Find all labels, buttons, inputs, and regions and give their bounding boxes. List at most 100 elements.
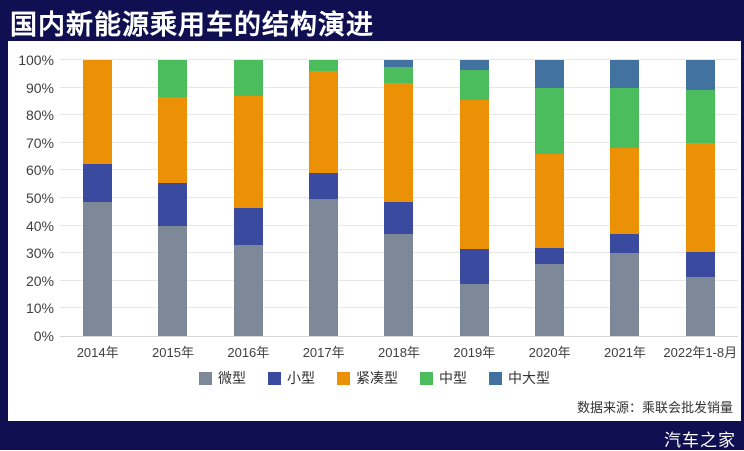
legend-label: 紧凑型 xyxy=(356,370,398,386)
bar-segment-小型 xyxy=(233,207,263,245)
bar-slot xyxy=(135,60,210,336)
y-axis: 0% 10% 20% 30% 40% 50% 60% 70% 80% 90% 100% xyxy=(8,41,54,421)
bar-segment-中型 xyxy=(309,60,339,72)
bar-segment-微型 xyxy=(459,283,489,336)
watermark: 汽车之家 xyxy=(664,431,736,450)
x-tick-label: 2019年 xyxy=(453,345,496,360)
legend-swatch xyxy=(489,371,502,385)
x-tick-label: 2018年 xyxy=(378,345,420,360)
bar-slot xyxy=(60,60,135,336)
page-title: 国内新能源乘用车的结构演进 xyxy=(10,10,374,40)
stacked-bar-2014年 xyxy=(83,60,113,336)
bar-segment-中型 xyxy=(158,60,188,98)
stacked-bar-2019年 xyxy=(459,60,489,336)
x-tick-label: 2015年 xyxy=(152,345,194,360)
bar-segment-紧凑型 xyxy=(535,153,565,248)
y-tick-label: 100% xyxy=(18,52,54,68)
stacked-bar-2015年 xyxy=(158,60,188,336)
bar-segment-紧凑型 xyxy=(459,100,489,250)
bar-segment-小型 xyxy=(535,247,565,265)
legend: 微型 小型 紧凑型 中型 中大型 xyxy=(8,368,741,388)
bar-slot xyxy=(437,60,512,336)
bar-slot xyxy=(663,60,738,336)
legend-label: 微型 xyxy=(218,370,246,386)
bar-segment-中型 xyxy=(384,66,414,84)
y-tick-label: 70% xyxy=(25,134,54,151)
bar-segment-微型 xyxy=(384,233,414,336)
plot-area xyxy=(60,59,738,337)
legend-item-微型: 微型 xyxy=(199,368,246,388)
legend-swatch xyxy=(420,371,433,385)
stacked-bar-2017年 xyxy=(309,60,339,336)
bar-segment-紧凑型 xyxy=(158,97,188,183)
bar-segment-小型 xyxy=(610,233,640,254)
x-tick-label: 2017年 xyxy=(302,345,345,360)
legend-swatch xyxy=(337,371,350,385)
bar-segment-微型 xyxy=(309,199,339,336)
bar-segment-紧凑型 xyxy=(685,142,715,252)
bar-slot xyxy=(286,60,361,336)
bar-segment-中大型 xyxy=(685,60,715,91)
legend-item-中大型: 中大型 xyxy=(489,368,550,388)
x-tick-label: 2021年 xyxy=(604,345,646,360)
bar-segment-中大型 xyxy=(384,60,414,67)
bar-segment-紧凑型 xyxy=(233,95,263,208)
bar-slot xyxy=(361,60,436,336)
stacked-bar-2021年 xyxy=(610,60,640,336)
bar-segment-小型 xyxy=(158,182,188,226)
source-note: 数据来源：乘联会批发销量 xyxy=(576,400,733,415)
bar-segment-小型 xyxy=(459,249,489,284)
bar-segment-紧凑型 xyxy=(309,71,339,174)
legend-swatch xyxy=(199,371,212,385)
x-axis: 2014年 2015年 2016年 2017年 2018年 2019年 2020年 2021年… xyxy=(60,342,738,361)
stacked-bar-2018年 xyxy=(384,60,414,336)
x-tick-label: 2020年 xyxy=(528,345,571,360)
bar-segment-微型 xyxy=(535,264,565,336)
bar-segment-中大型 xyxy=(610,60,640,88)
legend-label: 中型 xyxy=(439,370,467,386)
y-tick-label: 10% xyxy=(25,300,54,317)
y-tick-label: 20% xyxy=(25,272,54,289)
bar-segment-小型 xyxy=(384,202,414,234)
stacked-bar-2020年 xyxy=(535,60,565,336)
y-tick-label: 0% xyxy=(33,328,54,344)
bar-slot xyxy=(587,60,662,336)
bar-segment-中型 xyxy=(535,87,565,154)
legend-label: 中大型 xyxy=(508,370,550,386)
bar-segment-中型 xyxy=(459,69,489,101)
bar-segment-小型 xyxy=(685,251,715,277)
gridline xyxy=(60,336,738,337)
x-tick-label: 2022年1-8月 xyxy=(663,345,738,360)
bar-segment-中型 xyxy=(610,87,640,149)
y-tick-label: 80% xyxy=(25,107,54,124)
bar-segment-中大型 xyxy=(535,60,565,88)
bar-segment-微型 xyxy=(158,225,188,336)
y-tick-label: 60% xyxy=(25,162,54,179)
y-tick-label: 40% xyxy=(25,217,54,234)
legend-item-小型: 小型 xyxy=(268,368,315,388)
gridline xyxy=(60,59,738,60)
bar-segment-小型 xyxy=(83,163,113,203)
x-tick-label: 2016年 xyxy=(227,345,270,360)
bar-segment-紧凑型 xyxy=(610,148,640,234)
bar-slots xyxy=(60,60,738,336)
bar-slot xyxy=(512,60,587,336)
stacked-bar-2016年 xyxy=(233,60,263,336)
footer-bar: 汽车之家 xyxy=(0,421,744,450)
chart-card: 0% 10% 20% 30% 40% 50% 60% 70% 80% 90% 100% 2014年 2… xyxy=(8,41,741,421)
bar-segment-紧凑型 xyxy=(83,60,113,164)
bar-segment-中型 xyxy=(233,60,263,96)
bar-segment-小型 xyxy=(309,173,339,200)
y-tick-label: 30% xyxy=(25,245,54,262)
legend-item-中型: 中型 xyxy=(420,368,467,388)
legend-item-紧凑型: 紧凑型 xyxy=(337,368,398,388)
bar-segment-微型 xyxy=(685,276,715,336)
legend-swatch xyxy=(268,371,281,385)
bar-segment-微型 xyxy=(83,202,113,336)
title-bar: 国内新能源乘用车的结构演进 xyxy=(0,0,744,41)
bar-segment-中型 xyxy=(685,90,715,143)
y-tick-label: 50% xyxy=(25,190,54,206)
bar-segment-微型 xyxy=(233,244,263,336)
legend-label: 小型 xyxy=(287,370,315,386)
